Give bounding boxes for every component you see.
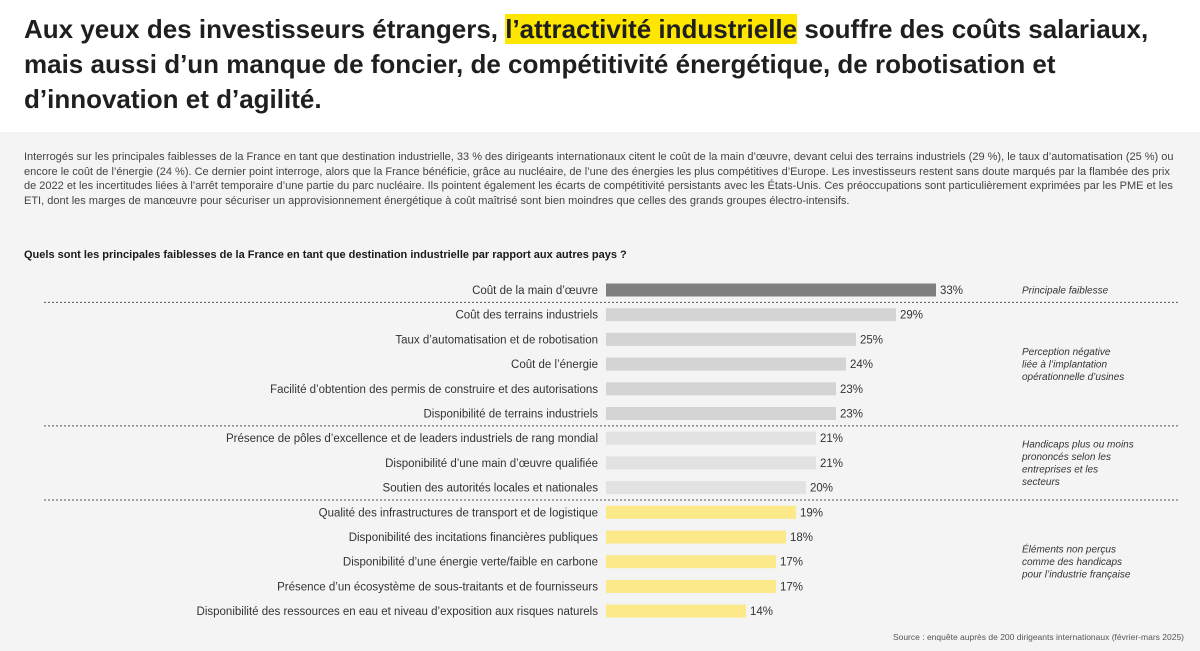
group-note: Éléments non perçus bbox=[1022, 543, 1116, 556]
bar-2 bbox=[606, 308, 896, 322]
bar-5 bbox=[606, 382, 836, 396]
title-part-1: Aux yeux des investisseurs étrangers, bbox=[24, 14, 506, 44]
value-label: 20% bbox=[810, 483, 833, 495]
chart-question: Quels sont les principales faiblesses de… bbox=[24, 249, 627, 261]
group-note: Perception négative bbox=[1022, 347, 1111, 358]
bar-14 bbox=[606, 604, 746, 618]
value-label: 21% bbox=[820, 433, 843, 445]
content-panel bbox=[0, 132, 1200, 651]
intro-paragraph: Interrogés sur les principales faiblesse… bbox=[24, 151, 1174, 207]
category-label: Facilité d’obtention des permis de const… bbox=[270, 384, 598, 396]
category-label: Disponibilité des incitations financière… bbox=[349, 532, 599, 544]
value-label: 17% bbox=[780, 557, 803, 569]
bar-10 bbox=[606, 505, 796, 519]
category-label: Coût de l’énergie bbox=[511, 359, 598, 371]
category-label: Coût de la main d’œuvre bbox=[472, 285, 598, 297]
bar-11 bbox=[606, 530, 786, 544]
value-label: 24% bbox=[850, 359, 873, 371]
bar-8 bbox=[606, 456, 816, 470]
group-note: liée à l’implantation bbox=[1022, 360, 1107, 371]
source-note: Source : enquête auprès de 200 dirigeant… bbox=[892, 632, 1184, 642]
group-note: secteurs bbox=[1022, 477, 1060, 488]
value-label: 23% bbox=[840, 409, 863, 421]
title-highlight: l’attractivité industrielle bbox=[505, 14, 798, 44]
category-label: Coût des terrains industriels bbox=[455, 310, 598, 322]
category-label: Présence de pôles d’excellence et de lea… bbox=[226, 433, 598, 445]
bar-7 bbox=[606, 431, 816, 445]
value-label: 19% bbox=[800, 507, 823, 519]
value-label: 21% bbox=[820, 458, 843, 470]
value-label: 18% bbox=[790, 532, 813, 544]
value-label: 23% bbox=[840, 384, 863, 396]
group-note: prononcés selon les bbox=[1021, 452, 1111, 463]
category-label: Disponibilité de terrains industriels bbox=[424, 409, 599, 421]
value-label: 25% bbox=[860, 334, 883, 346]
value-label: 33% bbox=[940, 285, 963, 297]
category-label: Disponibilité d’une main d’œuvre qualifi… bbox=[385, 458, 598, 470]
group-note: pour l’industrie française bbox=[1021, 570, 1131, 581]
value-label: 29% bbox=[900, 310, 923, 322]
category-label: Soutien des autorités locales et nationa… bbox=[383, 483, 599, 495]
category-label: Présence d’un écosystème de sous-traitan… bbox=[277, 581, 598, 593]
group-note: Principale faiblesse bbox=[1022, 286, 1109, 297]
category-label: Qualité des infrastructures de transport… bbox=[319, 507, 598, 519]
group-note: Handicaps plus ou moins bbox=[1022, 440, 1134, 451]
page-title: Aux yeux des investisseurs étrangers, l’… bbox=[24, 12, 1174, 117]
category-label: Taux d’automatisation et de robotisation bbox=[395, 334, 598, 346]
bar-1 bbox=[606, 283, 936, 297]
category-label: Disponibilité d’une énergie verte/faible… bbox=[343, 557, 598, 569]
bar-13 bbox=[606, 579, 776, 593]
group-note: comme des handicaps bbox=[1022, 557, 1122, 568]
bar-9 bbox=[606, 481, 806, 495]
group-note: opérationnelle d’usines bbox=[1022, 372, 1124, 383]
header-panel: Aux yeux des investisseurs étrangers, l’… bbox=[0, 0, 1200, 132]
bar-12 bbox=[606, 555, 776, 569]
value-label: 17% bbox=[780, 581, 803, 593]
bar-6 bbox=[606, 407, 836, 420]
bar-3 bbox=[606, 332, 856, 346]
value-label: 14% bbox=[750, 606, 773, 618]
category-label: Disponibilité des ressources en eau et n… bbox=[197, 606, 599, 618]
bar-4 bbox=[606, 357, 846, 371]
group-note: entreprises et les bbox=[1022, 465, 1098, 476]
bar-chart: Coût de la main d’œuvre 33% Coût des terra… bbox=[44, 283, 1178, 618]
title-part-2: souffre des coûts salariaux, mais aussi … bbox=[24, 14, 1149, 114]
